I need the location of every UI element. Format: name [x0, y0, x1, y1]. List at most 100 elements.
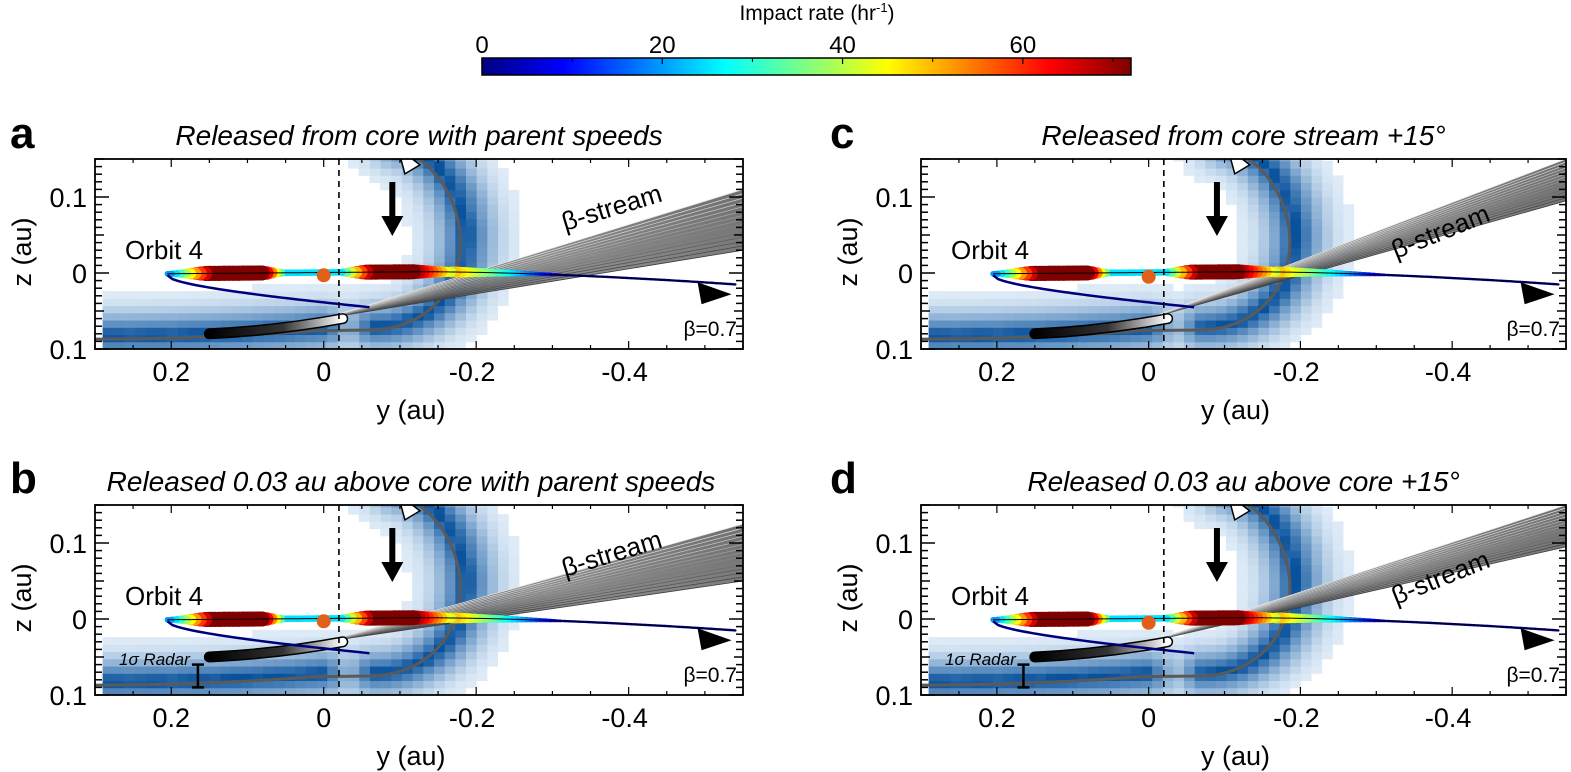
heatmap-cell — [1024, 687, 1036, 695]
heatmap-cell — [508, 254, 520, 263]
heatmap-cell — [188, 291, 200, 299]
heatmap-cell — [1236, 600, 1248, 609]
heatmap-cell — [155, 312, 168, 321]
heatmap-cell — [422, 673, 434, 682]
heatmap-cell — [209, 291, 221, 299]
heatmap-cell — [1268, 160, 1280, 169]
heatmap-cell — [1215, 644, 1227, 653]
heatmap-cell — [971, 651, 983, 660]
heatmap-cell — [401, 673, 413, 682]
heatmap-cell — [1247, 658, 1259, 667]
heatmap-cell — [1236, 586, 1248, 595]
heatmap-cell — [1183, 680, 1195, 689]
heatmap-cell — [1332, 276, 1344, 285]
heatmap-cell — [177, 666, 189, 674]
heatmap-cell — [1204, 637, 1216, 645]
heatmap-cell — [433, 687, 445, 695]
heatmap-cell — [1268, 687, 1280, 695]
heatmap-cell — [1172, 687, 1185, 695]
heatmap-cell — [316, 680, 328, 689]
heatmap-cell — [230, 644, 242, 653]
heatmap-cell — [476, 168, 488, 176]
heatmap-cell — [1077, 666, 1089, 674]
heatmap-cell — [155, 666, 168, 674]
heatmap-cell — [401, 557, 413, 566]
heatmap-cell — [465, 159, 477, 162]
release-arc — [205, 314, 347, 338]
heatmap-cell — [1066, 644, 1078, 653]
y-tick-label: 0.1 — [875, 529, 913, 559]
heatmap-cell — [134, 637, 146, 645]
heatmap-cell — [198, 687, 210, 695]
heatmap-cell — [1257, 204, 1270, 213]
x-tick-label: 0.2 — [978, 703, 1016, 733]
heatmap-cell — [401, 680, 413, 689]
heatmap-cell — [1045, 305, 1057, 314]
heatmap-cell — [465, 247, 477, 256]
heatmap-cell — [337, 666, 349, 674]
heatmap-cell — [1257, 320, 1270, 328]
heatmap-cell — [1311, 608, 1323, 616]
heatmap-cell — [1056, 320, 1068, 328]
heatmap-cell — [380, 334, 392, 343]
heatmap-cell — [188, 320, 200, 328]
heatmap-cell — [486, 197, 499, 205]
orbit-4-path — [164, 264, 737, 309]
heatmap-cell — [486, 189, 499, 198]
heatmap-cell — [444, 687, 456, 695]
heatmap-cell — [465, 298, 477, 307]
axes: 0.2 0 -0.2 -0.40.100.1y (au)z (au) — [7, 504, 744, 771]
heatmap-cell — [949, 341, 961, 349]
heatmap-cell — [1289, 175, 1301, 184]
heatmap-cell — [444, 550, 456, 559]
heatmap-cell — [1247, 535, 1259, 544]
beta-stream-trajectory — [1148, 197, 1566, 319]
heatmap-cell — [1321, 204, 1333, 213]
heatmap-cell — [1268, 334, 1280, 343]
heatmap-cell — [220, 341, 232, 349]
heatmap-cell — [981, 312, 993, 321]
heatmap-cell — [971, 666, 983, 674]
heatmap-cell — [476, 557, 488, 566]
heatmap-cell — [412, 550, 424, 559]
heatmap-cell — [971, 291, 983, 299]
heatmap-cell — [422, 341, 434, 349]
heatmap-cell — [337, 644, 349, 653]
heatmap-cell — [369, 341, 381, 349]
heatmap-cell — [1119, 283, 1131, 292]
heatmap-cell — [1236, 218, 1248, 227]
heatmap-cell — [401, 276, 413, 285]
heatmap-cell — [1109, 680, 1121, 689]
heatmap-cell — [1056, 637, 1068, 645]
beta-stream-trajectory — [323, 580, 743, 643]
heatmap-cell — [486, 168, 499, 176]
colorbar-ticks — [481, 58, 1114, 64]
heatmap-cell — [497, 579, 509, 587]
heatmap-cell — [422, 629, 434, 638]
heatmap-cell — [358, 687, 370, 695]
heatmap-cell — [1247, 586, 1259, 595]
heatmap-cell — [508, 572, 520, 580]
heatmap-cell — [1236, 175, 1248, 184]
heatmap-cell — [465, 535, 477, 544]
heatmap-cell — [1172, 291, 1185, 299]
heatmap-cell — [369, 506, 381, 515]
heatmap-cell — [422, 564, 434, 573]
heatmap-cell — [1247, 197, 1259, 205]
heatmap-cell — [960, 291, 972, 299]
heatmap-cell — [412, 666, 424, 674]
heatmap-cell — [444, 543, 456, 551]
heatmap-cell — [1162, 644, 1174, 653]
heatmap-cell — [252, 334, 264, 343]
heatmap-cell — [1279, 505, 1291, 508]
heatmap-cell — [476, 182, 488, 191]
heatmap-cell — [1236, 204, 1248, 213]
beta-stream-trajectory — [1148, 182, 1566, 319]
heatmap-cell — [1247, 687, 1259, 695]
panel-letter: c — [830, 109, 854, 158]
x-tick-label: -0.4 — [1425, 703, 1472, 733]
heatmap-cell — [390, 305, 402, 314]
heatmap-cell — [1236, 658, 1248, 667]
heatmap-cell — [390, 658, 402, 667]
heatmap-cell — [380, 680, 392, 689]
